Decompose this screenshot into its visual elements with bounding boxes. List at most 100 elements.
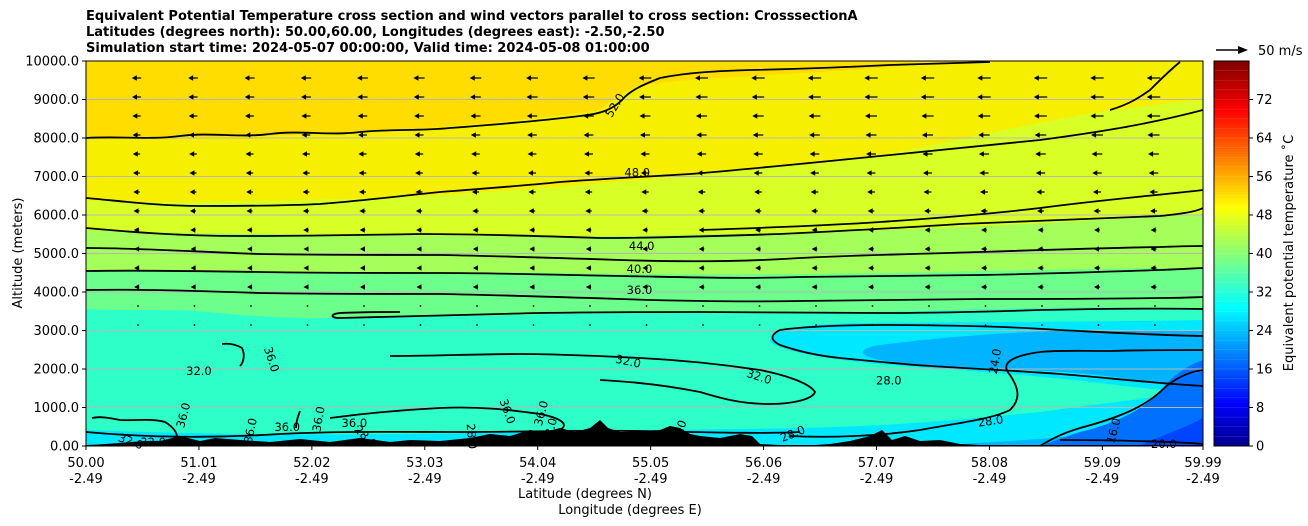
wind-vector-head	[981, 246, 987, 252]
contour-label: 44.0	[629, 239, 655, 253]
wind-vector-head	[1090, 94, 1096, 100]
wind-vector-head	[868, 246, 874, 252]
wind-vector-head	[585, 227, 591, 233]
wind-vector-head	[1146, 113, 1152, 119]
wind-vector-head	[190, 265, 196, 271]
contour-36-surface	[91, 416, 178, 443]
wind-vector	[419, 305, 422, 307]
wind-vector-head	[1090, 75, 1096, 81]
wind-vector-head	[639, 94, 645, 100]
contour-32-surface	[86, 429, 801, 438]
wind-vector-head	[360, 265, 366, 271]
wind-vector-head	[359, 189, 365, 195]
wind-vector-head	[526, 75, 532, 81]
wind-vector-head	[695, 94, 701, 100]
contour-28	[789, 349, 1203, 438]
wind-vector-head	[752, 132, 758, 138]
wind-vector-head	[132, 94, 138, 100]
wind-vector-head	[753, 170, 759, 176]
colorbar-tick-label: 16	[1256, 363, 1273, 378]
x-tick-label-lat: 53.03	[406, 456, 443, 471]
wind-vector	[250, 305, 252, 307]
contour-44	[86, 207, 1203, 239]
wind-vector-head	[303, 265, 309, 271]
wind-vector-head	[414, 132, 420, 138]
wind-vector-head	[1147, 132, 1153, 138]
contour-34	[331, 307, 1203, 319]
wind-vector-head	[190, 284, 196, 290]
wind-vector-head	[981, 265, 987, 271]
chart-title-line-1: Equivalent Potential Temperature cross s…	[86, 9, 858, 24]
wind-vector-head	[979, 170, 985, 176]
wind-vector-head	[189, 151, 195, 157]
wind-vector-head	[526, 113, 532, 119]
wind-vector	[1041, 305, 1043, 307]
wind-vector	[645, 324, 648, 326]
x-tick-label-lon: -2.49	[634, 472, 668, 487]
wind-vector	[1097, 324, 1100, 326]
wind-vector-head	[1090, 113, 1096, 119]
contour-label: 32.0	[614, 352, 642, 371]
wind-vector-head	[416, 246, 422, 252]
wind-vector-head	[642, 284, 648, 290]
wind-vector	[137, 305, 139, 307]
x-tick-label-lat: 54.04	[519, 456, 556, 471]
wind-vector	[702, 324, 704, 326]
wind-vector-head	[1093, 284, 1099, 290]
colorbar-tick-label: 56	[1256, 170, 1273, 185]
field-layer-12	[1140, 418, 1203, 446]
wind-vector-head	[529, 246, 535, 252]
wind-vector	[306, 324, 309, 326]
wind-vector-head	[303, 246, 309, 252]
wind-vector-head	[583, 113, 589, 119]
wind-vector-head	[642, 246, 648, 252]
wind-vector-head	[529, 227, 535, 233]
wind-vector-head	[695, 75, 701, 81]
contour-label: 36.0	[309, 405, 327, 433]
contour-40	[86, 267, 1203, 279]
wind-vector-head	[755, 227, 761, 233]
wind-vector-head	[1036, 189, 1042, 195]
y-axis: 0.00 1000.0 2000.0 3000.0 4000.0 5000.0 6000.0…	[25, 55, 86, 455]
wind-vector-head	[472, 284, 478, 290]
wind-vector-head	[360, 284, 366, 290]
wind-vector-head	[133, 208, 139, 214]
wind-vector-head	[811, 246, 817, 252]
wind-vector-head	[472, 208, 478, 214]
wind-vector-head	[640, 170, 646, 176]
wind-vector-head	[1146, 94, 1152, 100]
y-tick-label: 6000.0	[34, 209, 80, 224]
wind-vector-head	[868, 284, 874, 290]
wind-vector-head	[1092, 170, 1098, 176]
wind-vector-head	[754, 208, 760, 214]
contour-label: 24.0	[986, 347, 1004, 375]
chart-title-line-2: Latitudes (degrees north): 50.00,60.00, …	[86, 25, 665, 40]
wind-vector-head	[359, 208, 365, 214]
wind-vector-head	[415, 208, 421, 214]
wind-vector-head	[698, 265, 704, 271]
wind-vector-head	[923, 170, 929, 176]
wind-vector-head	[358, 170, 364, 176]
wind-vector-head	[301, 113, 307, 119]
wind-vector-head	[414, 151, 420, 157]
wind-vector	[137, 324, 139, 326]
wind-vector-head	[1037, 265, 1043, 271]
wind-vector-head	[755, 265, 761, 271]
wind-vector	[815, 305, 817, 307]
wind-vector-head	[415, 189, 421, 195]
wind-vector-head	[639, 113, 645, 119]
wind-vector	[984, 324, 987, 326]
wind-vector-head	[807, 75, 813, 81]
wind-vector-head	[360, 246, 366, 252]
wind-vector-head	[1146, 75, 1152, 81]
wind-vector-head	[867, 189, 873, 195]
x-tick-label-lon: -2.49	[69, 472, 103, 487]
colorbar-tick-label: 0	[1256, 440, 1264, 455]
wind-vector-head	[808, 113, 814, 119]
wind-vector-head	[527, 132, 533, 138]
wind-vector	[419, 324, 422, 326]
y-tick-label: 7000.0	[34, 170, 80, 185]
wind-vector-head	[529, 284, 535, 290]
wind-vector-head	[133, 189, 139, 195]
wind-vector-head	[134, 246, 140, 252]
